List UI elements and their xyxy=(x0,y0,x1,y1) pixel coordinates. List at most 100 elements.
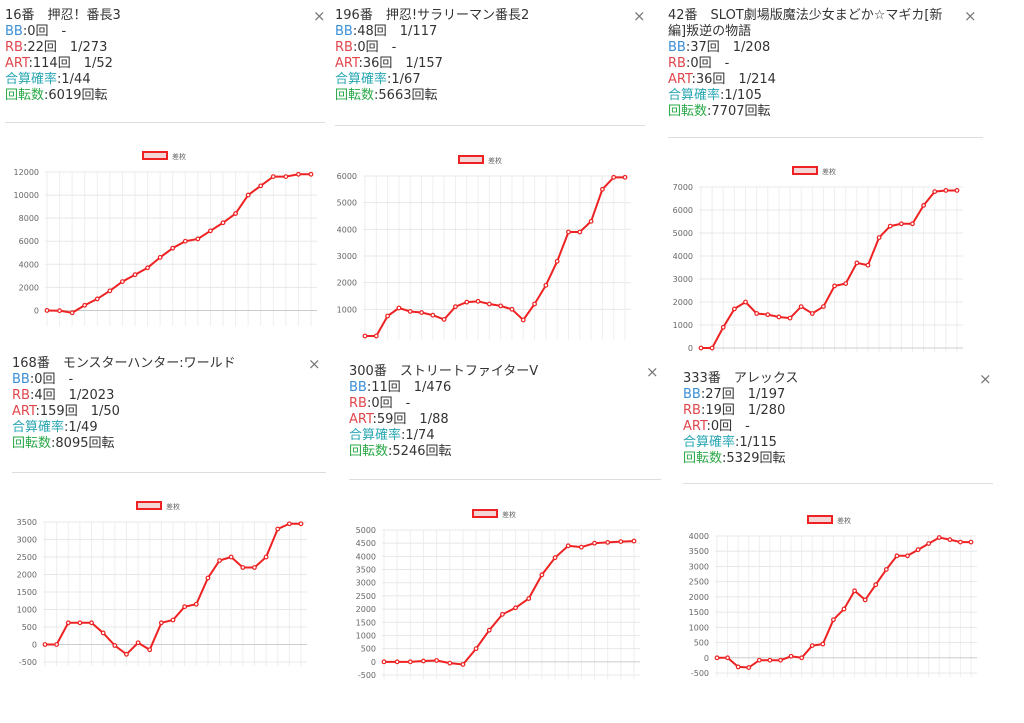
y-tick-label: 5000 xyxy=(673,229,693,238)
art-value: :36回 1/157 xyxy=(358,56,443,71)
y-tick-label: 1000 xyxy=(356,631,376,640)
data-point xyxy=(883,567,889,572)
y-tick-label: 2500 xyxy=(689,578,709,587)
data-point xyxy=(381,659,387,665)
spin-count-line: 回転数:8095回転 xyxy=(12,436,302,452)
machine-title: 16番 押忍！番長3 xyxy=(5,8,121,23)
combined-value: :1/115 xyxy=(735,435,777,450)
combined-value: :1/44 xyxy=(57,72,91,87)
close-icon[interactable]: × xyxy=(313,7,326,25)
close-icon[interactable]: × xyxy=(308,355,321,373)
data-point xyxy=(373,333,379,339)
data-point xyxy=(498,303,504,309)
data-point xyxy=(622,174,628,180)
spin-count-line: 回転数:6019回転 xyxy=(5,88,307,104)
data-point xyxy=(77,620,83,626)
data-point xyxy=(776,314,782,320)
combined-value: :1/49 xyxy=(64,420,98,435)
data-point xyxy=(898,221,904,227)
bb-value: :11回 1/476 xyxy=(366,380,452,395)
rb-label: RB xyxy=(349,396,367,411)
y-tick-label: 2000 xyxy=(337,279,357,288)
machine-info: 333番 アレックス BB:27回 1/197 RB:19回 1/280 ART:0回… xyxy=(683,371,973,467)
y-tick-label: 3500 xyxy=(356,566,376,575)
y-tick-label: 0 xyxy=(688,344,693,353)
chart-legend: 差枚 xyxy=(792,166,836,176)
data-point xyxy=(182,238,188,244)
art-value: :0回 - xyxy=(706,419,750,434)
legend-label: 差枚 xyxy=(837,516,851,525)
data-point xyxy=(915,547,921,553)
y-tick-label: 4000 xyxy=(337,225,357,234)
data-point xyxy=(754,311,760,316)
y-tick-label: 4000 xyxy=(356,552,376,561)
data-point xyxy=(217,558,222,563)
close-icon[interactable]: × xyxy=(633,7,646,25)
data-point xyxy=(473,646,479,652)
data-point xyxy=(245,192,251,198)
combined-value: :1/67 xyxy=(387,72,421,87)
y-tick-label: -500 xyxy=(19,658,37,667)
data-point xyxy=(887,223,893,229)
close-icon[interactable]: × xyxy=(964,7,977,25)
data-point xyxy=(362,333,368,339)
data-point xyxy=(296,171,301,177)
data-point xyxy=(565,543,571,549)
spins-value: :8095回転 xyxy=(51,436,115,451)
data-point xyxy=(82,302,88,308)
data-point xyxy=(486,627,492,633)
y-tick-label: 0 xyxy=(704,654,709,663)
data-point xyxy=(854,260,860,266)
data-point xyxy=(258,183,264,189)
data-point xyxy=(731,306,737,312)
data-point xyxy=(54,642,60,647)
chart-legend: 差枚 xyxy=(472,509,516,519)
difference-line-chart: -500 0 500 1000 1500 2000 2500 3000 3500 差枚 xyxy=(17,501,307,667)
data-point xyxy=(500,611,505,617)
y-tick-label: 2500 xyxy=(17,553,37,562)
legend-label: 差枚 xyxy=(488,156,502,165)
data-point xyxy=(57,308,62,314)
data-point xyxy=(894,553,900,559)
data-point xyxy=(460,662,466,667)
bb-line: BB:11回 1/476 xyxy=(349,380,640,396)
y-tick-label: 1500 xyxy=(356,618,376,627)
data-point xyxy=(578,544,584,550)
close-icon[interactable]: × xyxy=(646,363,659,381)
data-point xyxy=(526,596,532,601)
data-point xyxy=(921,203,927,208)
data-point xyxy=(843,281,849,286)
rb-line: RB:0回 - xyxy=(335,40,627,56)
rb-label: RB xyxy=(668,56,686,71)
y-tick-label: 5000 xyxy=(356,526,376,535)
data-point xyxy=(865,262,871,268)
card-divider xyxy=(683,483,993,484)
spins-label: 回転数 xyxy=(5,88,45,103)
data-point xyxy=(157,254,163,260)
data-point xyxy=(275,526,281,532)
art-label: ART xyxy=(5,56,29,71)
data-point xyxy=(94,296,100,302)
art-line: ART:114回 1/52 xyxy=(5,56,307,72)
spins-value: :5246回転 xyxy=(388,444,452,459)
art-label: ART xyxy=(335,56,359,71)
data-point xyxy=(286,521,292,527)
y-tick-label: 2500 xyxy=(356,592,376,601)
data-point xyxy=(308,171,314,177)
data-point xyxy=(832,283,837,289)
y-tick-label: 3000 xyxy=(337,252,357,261)
close-icon[interactable]: × xyxy=(979,370,992,388)
chart-legend: 差枚 xyxy=(142,151,186,161)
y-tick-label: 1000 xyxy=(673,321,693,330)
data-point xyxy=(809,311,815,316)
bb-line: BB:37回 1/208 xyxy=(668,40,958,56)
data-point xyxy=(611,174,617,180)
machine-info: 300番 ストリートファイターV BB:11回 1/476 RB:0回 - ART:5… xyxy=(349,364,640,460)
art-label: ART xyxy=(349,412,373,427)
data-point xyxy=(765,312,771,318)
data-point xyxy=(618,539,624,544)
legend-swatch xyxy=(458,155,484,164)
spin-count-line: 回転数:5246回転 xyxy=(349,444,640,460)
rb-value: :0回 - xyxy=(352,40,397,55)
data-point xyxy=(539,572,545,578)
